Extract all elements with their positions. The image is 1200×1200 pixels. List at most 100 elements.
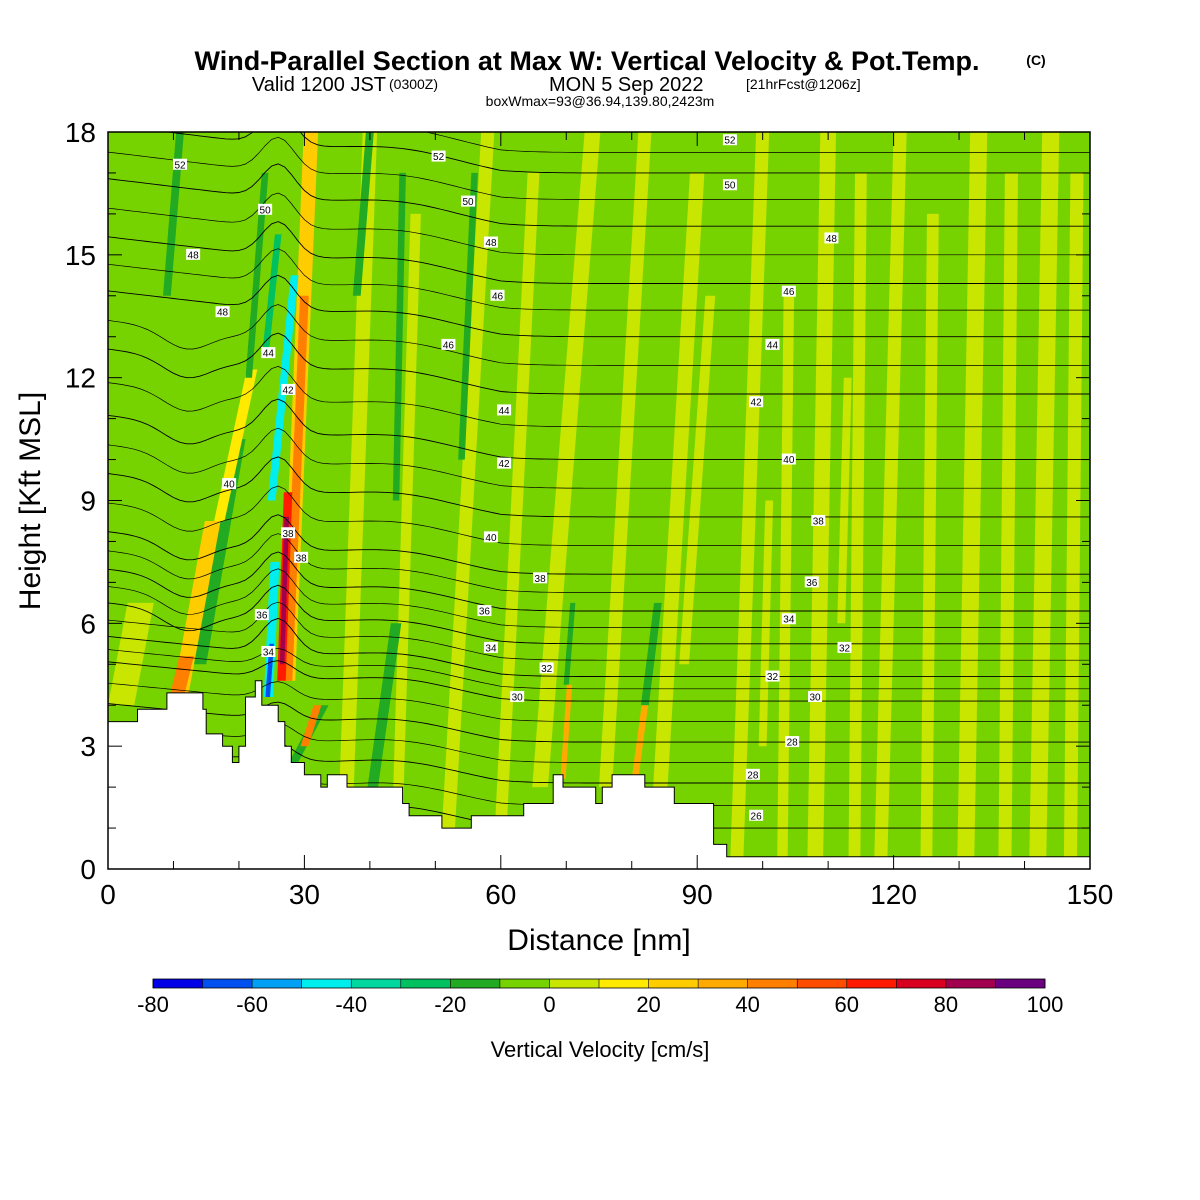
contour-label: 42 (749, 396, 764, 409)
contour-label: 44 (261, 347, 276, 360)
svg-text:50: 50 (260, 205, 272, 216)
theta-contour-line (108, 248, 1090, 311)
updraft-core (279, 516, 289, 665)
weak-updraft-band (679, 295, 716, 665)
weak-updraft-band (390, 213, 421, 869)
svg-text:42: 42 (282, 385, 294, 396)
contour-label: 38 (294, 551, 309, 564)
svg-text:40: 40 (783, 455, 795, 466)
y-tick-label: 3 (80, 731, 96, 762)
theta-contour-line (108, 681, 1090, 722)
colorbar-tick-label: 60 (835, 992, 859, 1017)
subtitle-box-info: boxWmax=93@36.94,139.80,2423m (486, 93, 715, 109)
contour-label: 28 (745, 768, 760, 781)
svg-text:52: 52 (174, 160, 186, 171)
y-tick-label: 15 (65, 240, 96, 271)
contour-label: 50 (461, 195, 476, 208)
svg-text:32: 32 (767, 672, 779, 683)
svg-text:28: 28 (787, 738, 799, 749)
theta-contour-line (108, 136, 1090, 200)
y-tick-label: 12 (65, 363, 96, 394)
colorbar-tick-label: 100 (1027, 992, 1064, 1017)
y-tick-label: 6 (80, 608, 96, 639)
x-tick-label: 90 (682, 879, 713, 910)
downdraft-core (265, 643, 274, 697)
theta-contour-line (108, 304, 1090, 366)
colorbar-swatch (549, 979, 600, 988)
theta-contour-line (108, 551, 1090, 612)
contour-label: 40 (483, 531, 498, 544)
theta-contour-line (108, 456, 1090, 518)
colorbar-tick-label: -40 (335, 992, 367, 1017)
colorbar-swatch (351, 979, 402, 988)
theta-contour-line (423, 132, 1090, 153)
svg-text:34: 34 (485, 643, 497, 654)
contour-label: 26 (749, 809, 764, 822)
colorbar-swatch (995, 979, 1046, 988)
contour-label: 36 (804, 576, 819, 589)
weak-updraft-band (1029, 132, 1060, 869)
svg-text:44: 44 (263, 349, 275, 360)
x-axis-label: Distance [nm] (507, 924, 690, 957)
svg-text:32: 32 (541, 664, 553, 675)
contour-label: 32 (837, 641, 852, 654)
svg-text:36: 36 (256, 611, 268, 622)
low-level-updraft (300, 705, 322, 747)
contour-label: 38 (811, 514, 826, 527)
weak-downdraft-band (364, 623, 402, 808)
svg-text:44: 44 (767, 340, 779, 351)
theta-contour-line (108, 568, 1090, 628)
svg-text:36: 36 (806, 578, 818, 589)
colorbar-swatch (499, 979, 550, 988)
theta-contour-line (108, 584, 1090, 645)
weak-downdraft-band (392, 172, 406, 501)
theta-contour-line (108, 274, 1090, 338)
theta-contour-line (108, 485, 1090, 546)
theta-contour-line (108, 192, 1090, 256)
contour-label: 52 (431, 150, 446, 163)
colorbar-swatch (846, 979, 897, 988)
x-tick-label: 120 (870, 879, 917, 910)
theta-contour-line (108, 617, 1090, 678)
contour-label: 44 (765, 338, 780, 351)
contour-label: 28 (785, 736, 800, 749)
contour-label: 34 (781, 613, 796, 626)
colorbar-swatch (153, 979, 203, 988)
svg-text:48: 48 (485, 238, 497, 249)
colorbar: -80 -60 -40 -20 0 20 40 60 80 100 (137, 978, 1064, 1017)
contour-label: 48 (483, 236, 498, 249)
colorbar-swatch (301, 979, 352, 988)
x-tick-label: 60 (485, 879, 516, 910)
colorbar-tick-label: 80 (934, 992, 958, 1017)
contour-label: 50 (258, 203, 273, 216)
svg-text:36: 36 (479, 607, 491, 618)
contour-label: 46 (781, 285, 796, 298)
colorbar-label: Vertical Velocity [cm/s] (491, 1037, 710, 1062)
plot-area: 52 52 52 50 50 50 48 48 48 48 46 46 46 44 44 44 42 42 42 40… (108, 132, 1090, 869)
contour-label: 36 (254, 609, 269, 622)
svg-text:30: 30 (512, 693, 524, 704)
weak-downdraft-band (352, 132, 374, 296)
svg-text:52: 52 (724, 136, 736, 147)
weak-updraft-band (957, 132, 988, 869)
svg-text:26: 26 (751, 811, 763, 822)
svg-text:38: 38 (813, 516, 825, 527)
theta-contour-line (108, 601, 1090, 661)
svg-text:38: 38 (282, 529, 294, 540)
svg-text:48: 48 (188, 250, 200, 261)
contour-label: 32 (539, 662, 554, 675)
weak-updraft-band (108, 602, 154, 706)
contour-label: 48 (215, 306, 230, 319)
weak-updraft-band (777, 295, 795, 869)
svg-text:52: 52 (433, 152, 445, 163)
y-tick-label: 18 (65, 117, 96, 148)
svg-text:44: 44 (499, 406, 511, 417)
x-tick-label: 150 (1067, 879, 1114, 910)
x-tick-label: 0 (100, 879, 116, 910)
weak-downdraft-band (163, 132, 184, 296)
chart-subtitle: Valid 1200 JST (0300Z) MON 5 Sep 2022 [2… (252, 74, 861, 96)
theta-contour-line (108, 701, 1090, 743)
updraft-band (172, 521, 221, 697)
contour-label: 32 (765, 670, 780, 683)
low-level-updraft (169, 656, 194, 697)
